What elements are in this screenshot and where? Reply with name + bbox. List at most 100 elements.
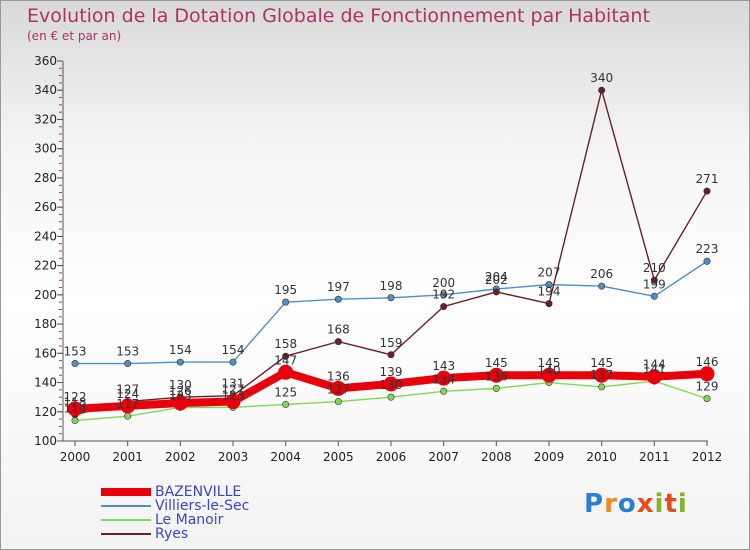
y-tick-label: 360 — [34, 54, 57, 68]
x-tick-label: 2001 — [112, 450, 143, 464]
x-tick-label: 2011 — [639, 450, 670, 464]
legend-swatch — [101, 488, 151, 496]
x-tick-label: 2005 — [323, 450, 354, 464]
data-point — [436, 370, 452, 386]
y-tick-label: 160 — [34, 346, 57, 360]
y-tick-label: 320 — [34, 112, 57, 126]
logo-letter: r — [604, 489, 618, 519]
data-label: 153 — [116, 345, 139, 359]
x-tick-label: 2002 — [165, 450, 196, 464]
y-tick-label: 220 — [34, 259, 57, 273]
data-label: 207 — [538, 266, 561, 280]
data-label: 195 — [274, 283, 297, 297]
y-tick-label: 120 — [34, 405, 57, 419]
data-label: 145 — [590, 356, 613, 370]
data-label: 118 — [64, 396, 87, 410]
data-point — [488, 367, 504, 383]
data-point — [545, 281, 553, 289]
legend-swatch — [101, 505, 151, 507]
x-tick-label: 2008 — [481, 450, 512, 464]
data-label: 206 — [590, 267, 613, 281]
data-point — [650, 292, 658, 300]
data-point — [598, 282, 606, 290]
data-label: 139 — [380, 365, 403, 379]
x-tick-label: 2003 — [218, 450, 249, 464]
data-point — [387, 393, 395, 401]
data-point — [492, 288, 500, 296]
logo-letter: i — [677, 489, 688, 519]
data-point — [492, 384, 500, 392]
data-point — [225, 394, 241, 410]
logo-letter: i — [654, 489, 665, 519]
data-label: 130 — [169, 378, 192, 392]
data-point — [598, 86, 606, 94]
data-label: 194 — [538, 285, 561, 299]
y-tick-label: 100 — [34, 434, 57, 448]
data-point — [282, 400, 290, 408]
x-tick-label: 2006 — [376, 450, 407, 464]
y-tick-label: 300 — [34, 142, 57, 156]
x-tick-label: 2012 — [692, 450, 723, 464]
data-point — [545, 300, 553, 308]
y-tick-label: 280 — [34, 171, 57, 185]
data-point — [334, 295, 342, 303]
data-point — [278, 364, 294, 380]
data-label: 122 — [64, 390, 87, 404]
data-point — [703, 395, 711, 403]
data-point — [699, 366, 715, 382]
legend-label: BAZENVILLE — [155, 484, 242, 500]
data-point — [541, 367, 557, 383]
data-point — [703, 187, 711, 195]
data-label: 147 — [274, 353, 297, 367]
data-point — [703, 257, 711, 265]
proxiti-logo: Proxiti — [584, 489, 688, 519]
logo-letter: t — [664, 489, 678, 519]
data-label: 123 — [169, 388, 192, 402]
data-label: 200 — [432, 276, 455, 290]
data-label: 126 — [169, 384, 192, 398]
data-point — [229, 358, 237, 366]
data-label: 146 — [696, 355, 719, 369]
data-point — [440, 291, 448, 299]
data-label: 124 — [116, 387, 139, 401]
data-point — [71, 360, 79, 368]
data-point — [387, 351, 395, 359]
x-tick-label: 2000 — [60, 450, 91, 464]
y-tick-label: 260 — [34, 200, 57, 214]
logo-letter: P — [584, 489, 605, 519]
data-label: 271 — [696, 172, 719, 186]
y-tick-label: 180 — [34, 317, 57, 331]
data-label: 141 — [643, 362, 666, 376]
data-label: 158 — [274, 337, 297, 351]
data-point — [120, 398, 136, 414]
y-tick-label: 240 — [34, 229, 57, 243]
legend-swatch — [101, 533, 151, 535]
legend-label: Le Manoir — [155, 512, 224, 528]
data-label: 145 — [538, 356, 561, 370]
legend-label: Villiers-le-Sec — [155, 498, 250, 514]
data-point — [646, 369, 662, 385]
data-point — [440, 387, 448, 395]
data-label: 154 — [169, 343, 192, 357]
y-tick-label: 200 — [34, 288, 57, 302]
data-label: 127 — [116, 383, 139, 397]
data-label: 131 — [222, 377, 245, 391]
data-label: 168 — [327, 323, 350, 337]
data-label: 198 — [380, 279, 403, 293]
data-label: 144 — [643, 358, 666, 372]
data-point — [387, 294, 395, 302]
data-point — [71, 417, 79, 425]
data-point — [594, 367, 610, 383]
data-point — [330, 380, 346, 396]
data-point — [334, 338, 342, 346]
data-point — [67, 401, 83, 417]
data-label: 114 — [64, 402, 87, 416]
x-tick-label: 2004 — [270, 450, 301, 464]
data-label: 199 — [643, 277, 666, 291]
chart-subtitle: (en € et par an) — [27, 29, 122, 43]
x-tick-label: 2007 — [428, 450, 459, 464]
chart-title: Evolution de la Dotation Globale de Fonc… — [27, 5, 650, 27]
data-label: 210 — [643, 261, 666, 275]
